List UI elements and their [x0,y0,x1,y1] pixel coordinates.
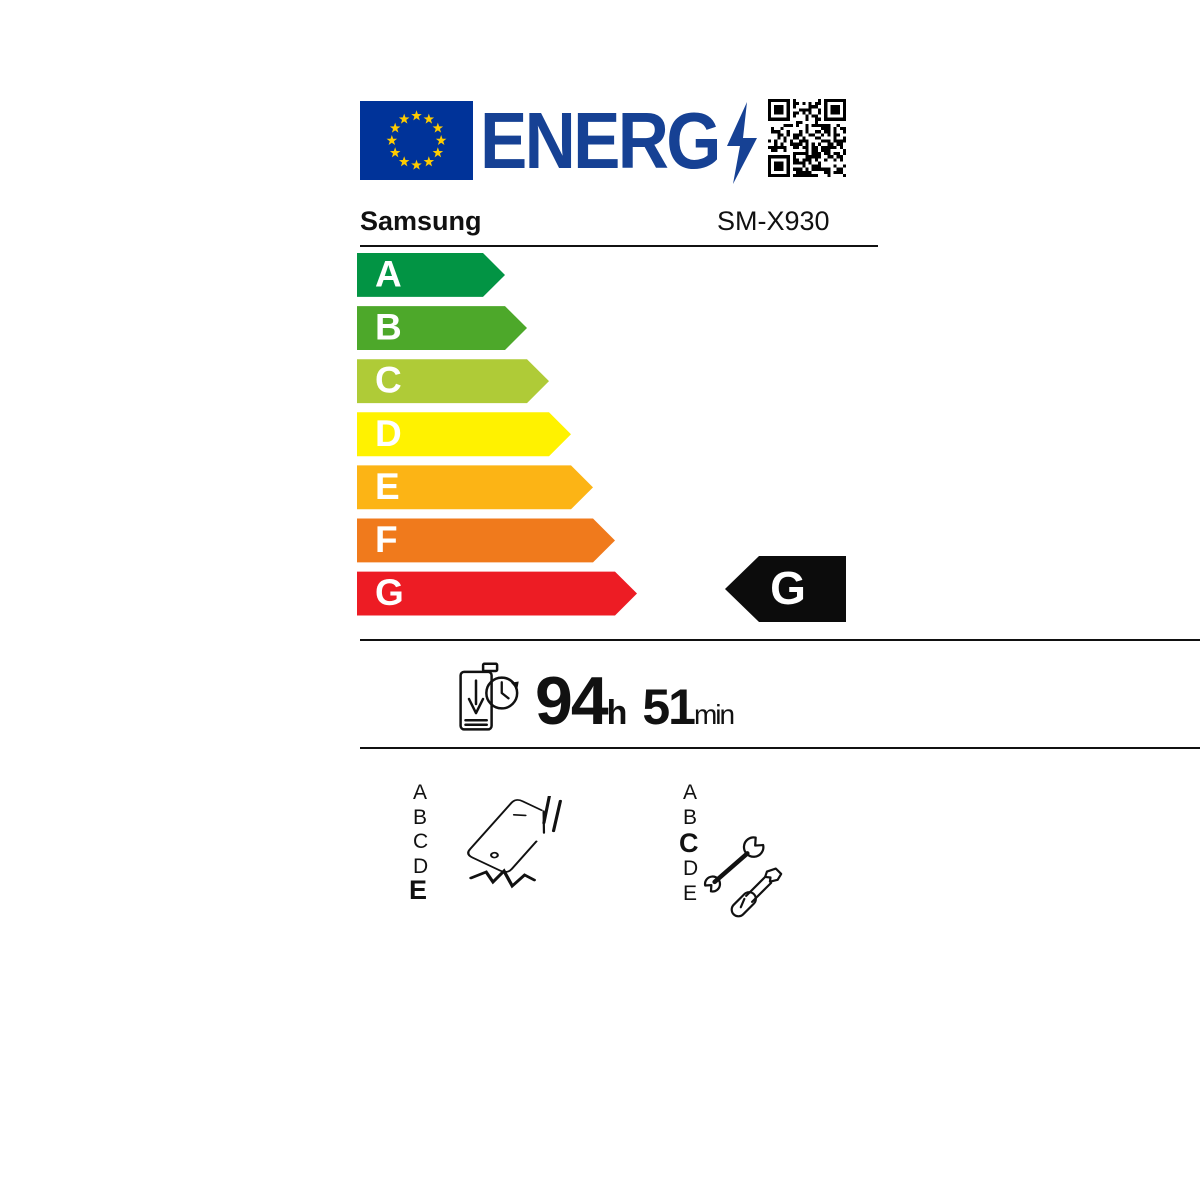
svg-text:D: D [375,413,402,454]
svg-text:B: B [375,307,402,348]
svg-text:F: F [375,519,398,560]
svg-text:A: A [375,254,402,295]
svg-text:G: G [375,572,404,613]
svg-text:C: C [375,360,402,401]
svg-text:E: E [375,466,400,507]
svg-text:G: G [770,562,806,614]
